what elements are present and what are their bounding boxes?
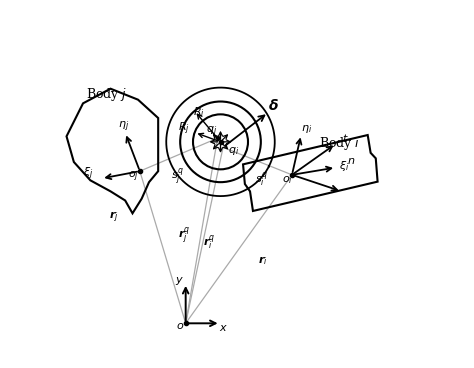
Text: $q_j$: $q_j$ bbox=[206, 124, 217, 139]
Text: $\boldsymbol{r}_i^q$: $\boldsymbol{r}_i^q$ bbox=[203, 234, 216, 252]
Text: Body $i$: Body $i$ bbox=[319, 135, 360, 152]
Text: $\xi_i$: $\xi_i$ bbox=[339, 159, 349, 173]
Text: $o$: $o$ bbox=[176, 321, 184, 331]
Text: $o_i$: $o_i$ bbox=[282, 174, 292, 186]
Text: $y$: $y$ bbox=[175, 275, 184, 287]
Text: $R_j$: $R_j$ bbox=[178, 121, 190, 137]
Text: $s_i^q$: $s_i^q$ bbox=[255, 170, 268, 189]
Text: $R_i$: $R_i$ bbox=[192, 106, 204, 119]
Text: $\boldsymbol{\delta}$: $\boldsymbol{\delta}$ bbox=[268, 98, 279, 113]
Text: $n$: $n$ bbox=[347, 156, 356, 166]
Text: $\eta_j$: $\eta_j$ bbox=[118, 120, 130, 134]
Text: $\boldsymbol{r}_j$: $\boldsymbol{r}_j$ bbox=[109, 209, 119, 225]
Text: $s_j^q$: $s_j^q$ bbox=[171, 166, 184, 187]
Text: $\eta_i$: $\eta_i$ bbox=[301, 123, 312, 135]
Text: $\xi_j$: $\xi_j$ bbox=[82, 166, 93, 182]
Text: $o_j$: $o_j$ bbox=[128, 170, 139, 184]
Text: $t$: $t$ bbox=[342, 132, 348, 144]
Text: $x$: $x$ bbox=[219, 323, 228, 333]
Text: $\boldsymbol{r}_i$: $\boldsymbol{r}_i$ bbox=[258, 255, 267, 268]
Text: $\boldsymbol{r}_j^q$: $\boldsymbol{r}_j^q$ bbox=[178, 225, 190, 246]
Text: $q_i$: $q_i$ bbox=[228, 145, 239, 157]
Text: Body $j$: Body $j$ bbox=[86, 86, 128, 103]
